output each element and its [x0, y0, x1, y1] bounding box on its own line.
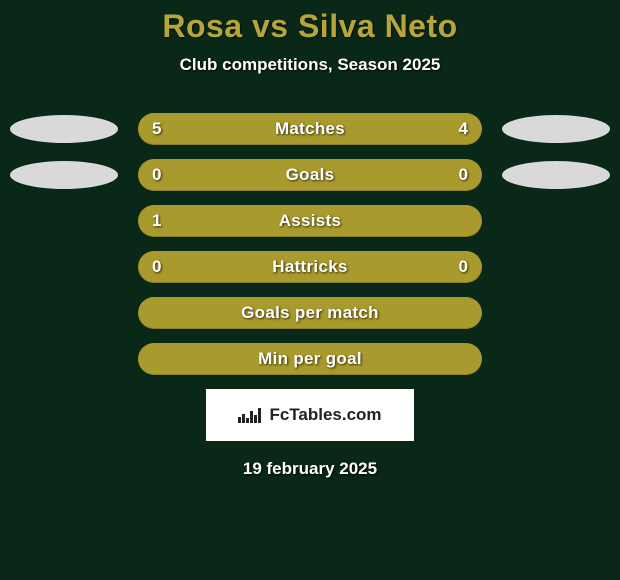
stat-label: Min per goal	[258, 349, 362, 369]
stat-bar: Goals per match	[138, 297, 482, 329]
stat-bar: 1 Assists	[138, 205, 482, 237]
stat-label: Assists	[279, 211, 342, 231]
stat-label: Goals per match	[241, 303, 379, 323]
stat-right-value: 0	[459, 165, 468, 185]
stat-row: 0 Goals 0	[0, 159, 620, 191]
stat-bar: 0 Goals 0	[138, 159, 482, 191]
stat-bar: 0 Hattricks 0	[138, 251, 482, 283]
page-title: Rosa vs Silva Neto	[162, 8, 457, 45]
stat-row: 5 Matches 4	[0, 113, 620, 145]
stat-label: Matches	[275, 119, 345, 139]
stat-left-value: 0	[152, 165, 161, 185]
stat-row: Goals per match	[0, 297, 620, 329]
right-ellipse	[502, 115, 610, 143]
stat-bar: Min per goal	[138, 343, 482, 375]
date-line: 19 february 2025	[243, 459, 377, 479]
right-ellipse	[502, 161, 610, 189]
stat-label: Hattricks	[272, 257, 347, 277]
stat-left-value: 0	[152, 257, 161, 277]
bar-chart-icon	[238, 408, 261, 423]
left-ellipse	[10, 161, 118, 189]
stat-label: Goals	[286, 165, 335, 185]
logo-bar	[242, 414, 245, 423]
stat-bar: 5 Matches 4	[138, 113, 482, 145]
stats-block: 5 Matches 4 0 Goals 0 1 Assists 0 Hattricks 0 Goals…	[0, 113, 620, 375]
logo-bar	[246, 418, 249, 423]
logo-bar	[254, 415, 257, 423]
footer-brand-box: FcTables.com	[206, 389, 414, 441]
footer-brand-text: FcTables.com	[269, 405, 381, 425]
stat-right-value: 0	[459, 257, 468, 277]
logo-bar	[238, 417, 241, 423]
stat-row: 0 Hattricks 0	[0, 251, 620, 283]
left-ellipse	[10, 115, 118, 143]
stat-row: Min per goal	[0, 343, 620, 375]
stat-left-value: 1	[152, 211, 161, 231]
stat-left-value: 5	[152, 119, 161, 139]
logo-bar	[250, 411, 253, 423]
stat-row: 1 Assists	[0, 205, 620, 237]
subtitle: Club competitions, Season 2025	[180, 55, 441, 75]
logo-bar	[258, 408, 261, 423]
comparison-card: Rosa vs Silva Neto Club competitions, Se…	[0, 0, 620, 479]
stat-right-value: 4	[459, 119, 468, 139]
